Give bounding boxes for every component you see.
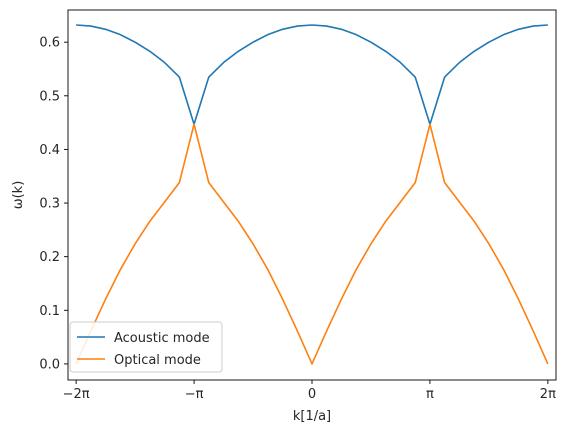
series-line-acoustic: [76, 24, 548, 126]
series-line-optical: [75, 123, 549, 365]
x-axis: −2π −π 0 π 2π: [63, 380, 556, 402]
y-tick-label: 0.5: [39, 89, 60, 104]
plot-area: [75, 24, 549, 365]
y-tick-label: 0.0: [39, 357, 60, 372]
y-tick-label: 0.2: [39, 250, 60, 265]
x-tick-label: π: [426, 387, 434, 402]
x-tick-label: −2π: [63, 387, 90, 402]
legend-box: [69, 321, 223, 373]
x-axis-label: k[1/a]: [293, 409, 331, 424]
x-tick-label: 0: [308, 387, 316, 402]
legend-label-optical: Optical mode: [114, 353, 201, 368]
x-tick-label: −π: [185, 387, 204, 402]
y-axis-label: ω(k): [11, 181, 26, 210]
y-axis: 0.0 0.1 0.2 0.3 0.4 0.5 0.6: [39, 36, 68, 372]
legend: Acoustic mode Optical mode: [69, 321, 223, 373]
y-tick-label: 0.6: [39, 36, 60, 51]
y-tick-label: 0.3: [39, 197, 60, 212]
y-tick-label: 0.4: [39, 143, 60, 158]
x-tick-label: 2π: [540, 387, 556, 402]
legend-label-acoustic: Acoustic mode: [114, 331, 210, 346]
y-tick-label: 0.1: [39, 304, 60, 319]
